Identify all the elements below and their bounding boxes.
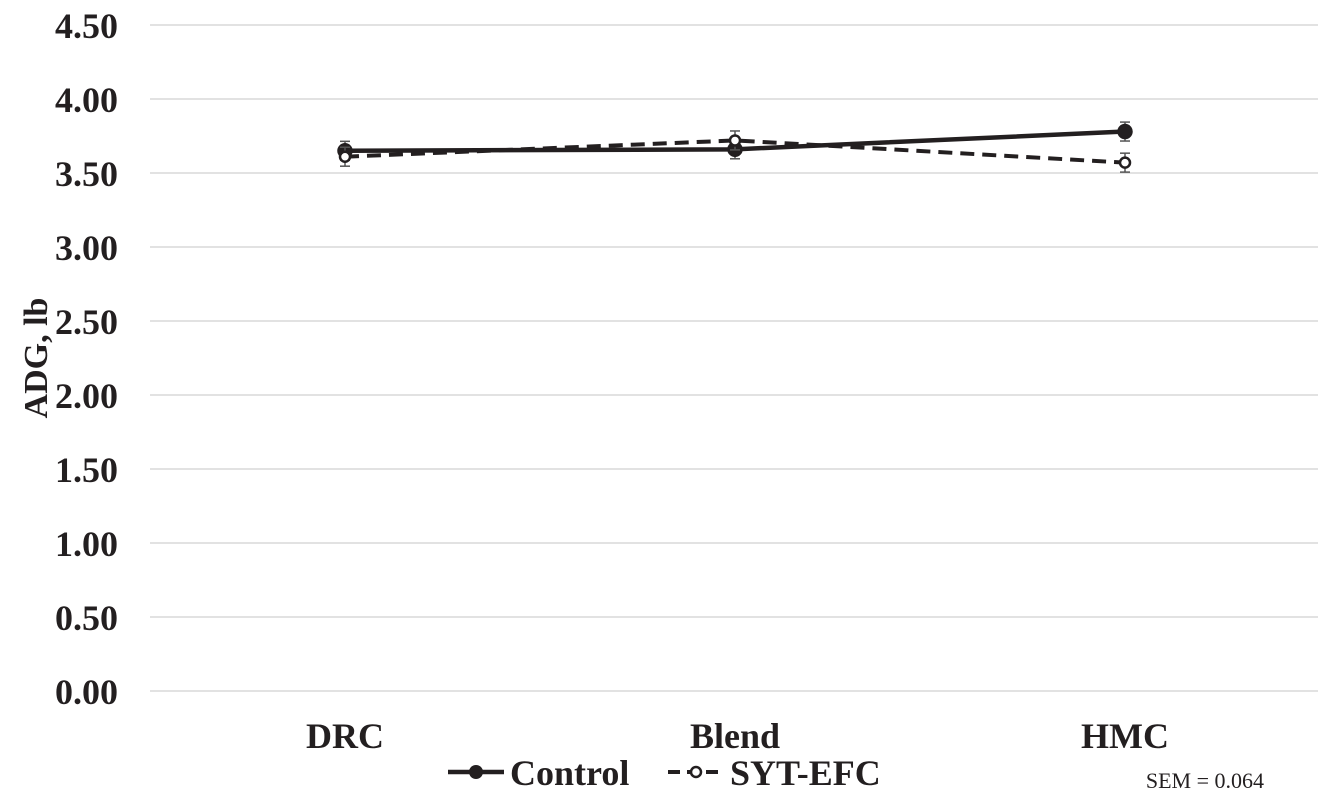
legend-swatch-marker bbox=[469, 765, 483, 779]
y-axis-title: ADG, lb bbox=[18, 298, 55, 419]
y-tick-labels: 0.00 0.50 1.00 1.50 2.00 2.50 3.00 3.50 4.00 4.50 bbox=[55, 6, 118, 712]
data-point bbox=[728, 134, 742, 147]
y-tick-label: 1.50 bbox=[55, 450, 118, 490]
legend-item: SYT-EFC bbox=[668, 753, 881, 793]
legend-swatch-marker bbox=[689, 765, 703, 779]
y-tick-label: 3.00 bbox=[55, 228, 118, 268]
data-point bbox=[1118, 156, 1132, 169]
y-tick-label: 3.50 bbox=[55, 154, 118, 194]
x-category-label: HMC bbox=[1081, 716, 1169, 756]
y-tick-label: 4.00 bbox=[55, 80, 118, 120]
legend-label: Control bbox=[510, 753, 629, 793]
legend-item: Control bbox=[448, 753, 629, 793]
y-tick-label: 4.50 bbox=[55, 6, 118, 46]
data-point bbox=[1117, 123, 1133, 140]
x-category-labels: DRC Blend HMC bbox=[306, 716, 1169, 756]
y-tick-label: 0.00 bbox=[55, 672, 118, 712]
x-category-label: DRC bbox=[306, 716, 384, 756]
series-syt-efc bbox=[338, 130, 1132, 173]
y-tick-label: 1.00 bbox=[55, 524, 118, 564]
sem-annotation: SEM = 0.064 bbox=[1146, 768, 1264, 793]
gridlines bbox=[150, 24, 1318, 692]
series-line bbox=[344, 138, 1126, 165]
legend: Control SYT-EFC bbox=[448, 753, 881, 793]
y-tick-label: 2.00 bbox=[55, 376, 118, 416]
y-tick-label: 0.50 bbox=[55, 598, 118, 638]
x-category-label: Blend bbox=[690, 716, 780, 756]
y-tick-label: 2.50 bbox=[55, 302, 118, 342]
data-point bbox=[338, 150, 352, 163]
series-group bbox=[337, 121, 1133, 173]
legend-label: SYT-EFC bbox=[730, 753, 881, 793]
